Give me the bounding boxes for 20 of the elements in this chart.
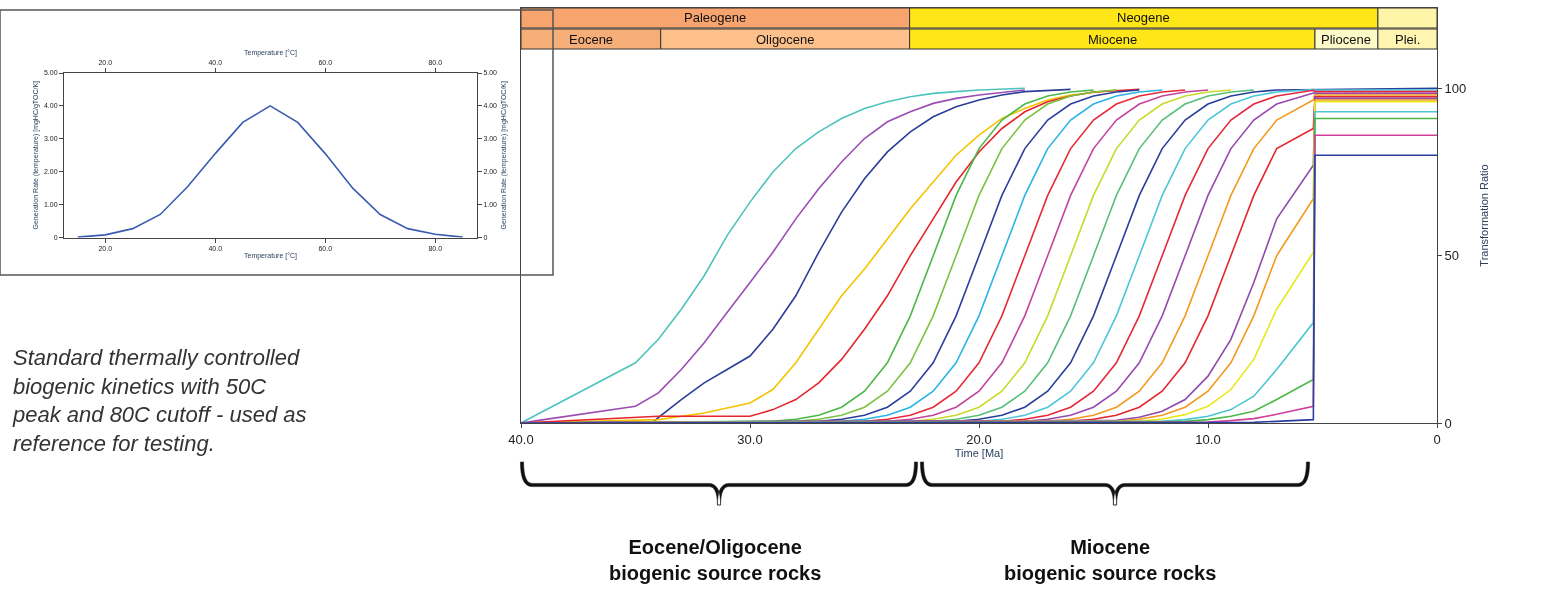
x-tick-label: 10.0 <box>1195 431 1221 447</box>
band-label: Plei. <box>1395 32 1421 47</box>
x-tick-label: 0 <box>1433 431 1441 447</box>
x-tick-label: 30.0 <box>737 431 763 447</box>
text: Eocene/Oligocene biogenic source rocks <box>609 536 822 584</box>
text: Miocene biogenic source rocks <box>1004 536 1217 584</box>
y2-tick-label: 50 <box>1444 248 1460 264</box>
x-tick-label: 20.0 <box>966 431 992 447</box>
band-label: Oligocene <box>756 32 815 47</box>
y2-tick-label: 0 <box>1444 415 1452 431</box>
band-label: Miocene <box>1088 32 1138 47</box>
band-label: Pliocene <box>1321 32 1371 47</box>
y2-tick-label: 100 <box>1444 80 1467 96</box>
x-tick-label: 40.0 <box>508 431 534 447</box>
band-label: Paleogene <box>684 10 747 25</box>
band-label: Neogene <box>1117 10 1170 25</box>
x-axis-title: Time [Ma] <box>954 446 1004 459</box>
y2-axis-title: Transformation Ratio <box>1477 164 1490 267</box>
band-label: Eocene <box>569 32 614 47</box>
text: Standard thermally controlled biogenic kinetics with 50C peak and 80C cutoff - used as reference for testing. <box>12 345 307 456</box>
